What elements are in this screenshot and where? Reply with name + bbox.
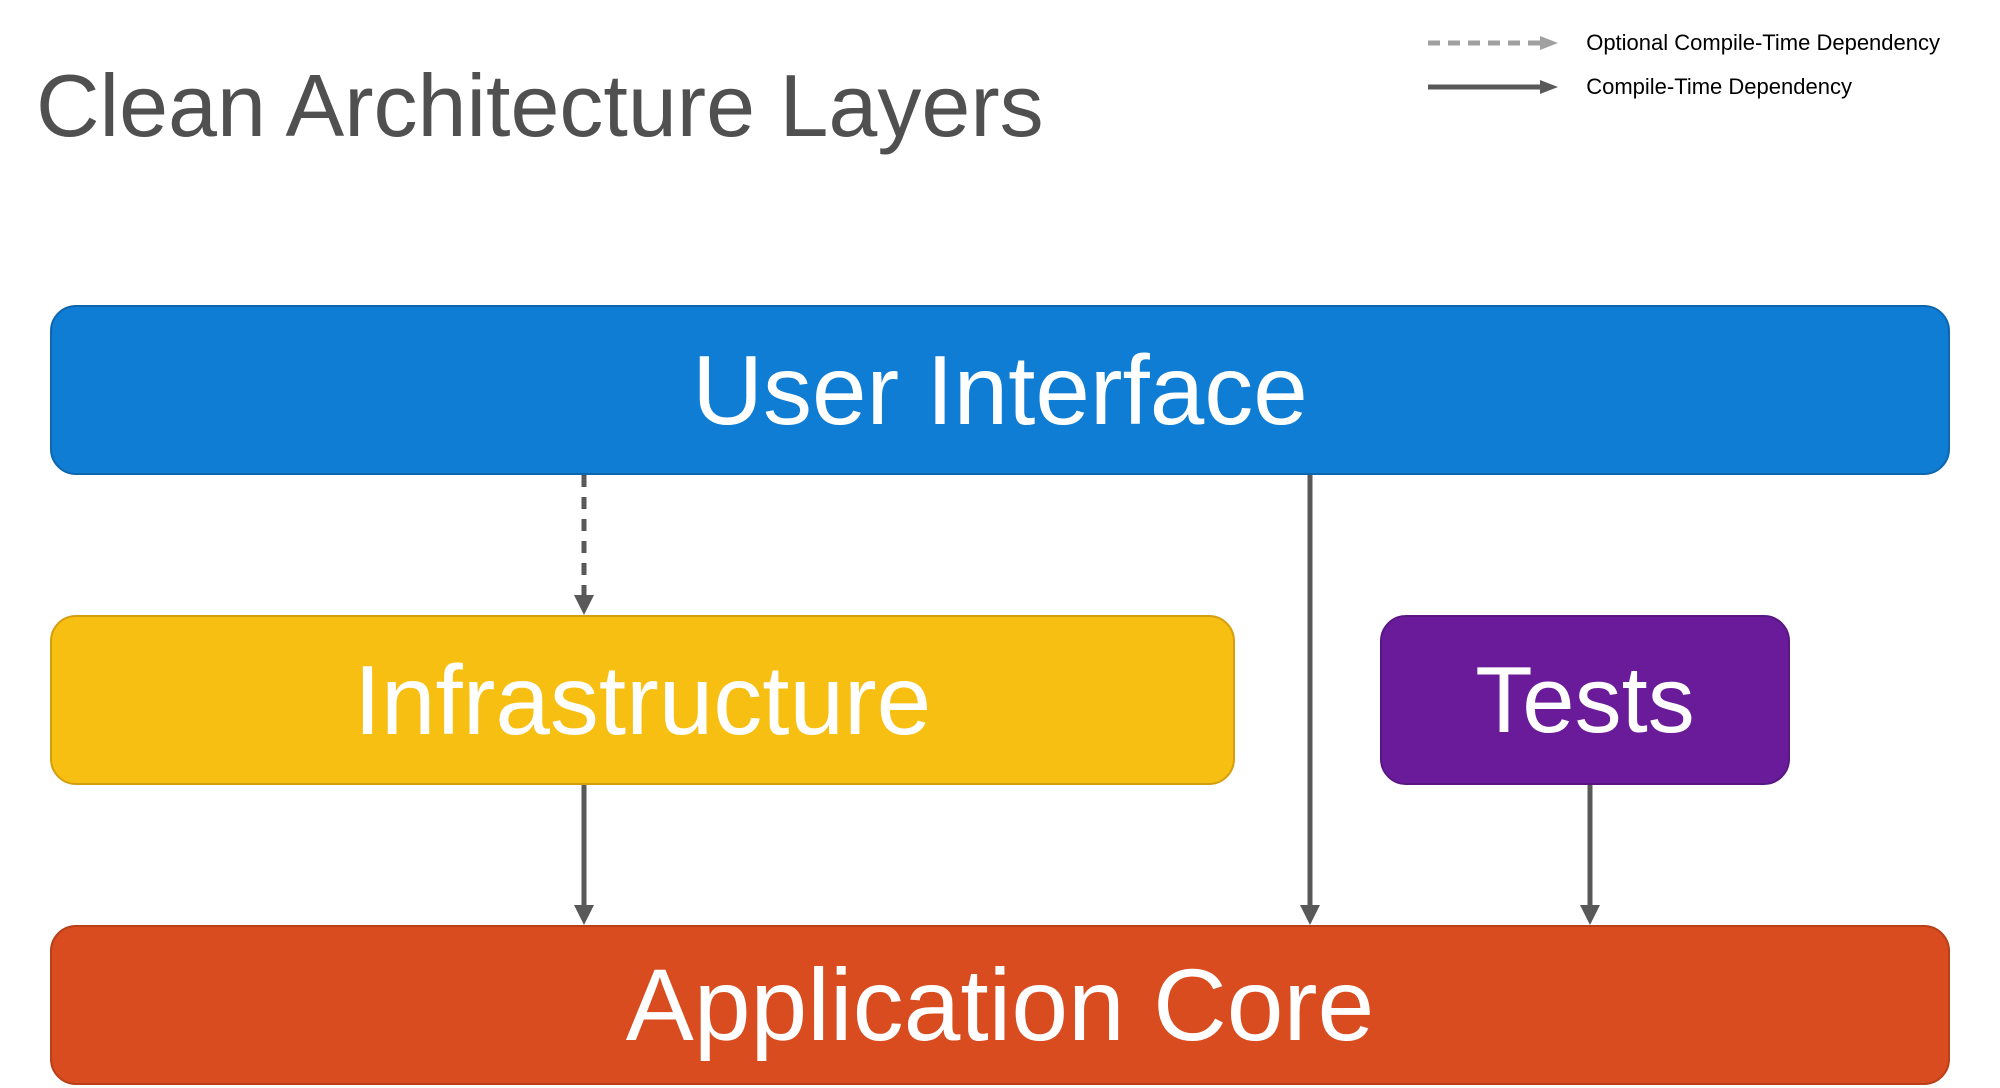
legend-item-optional: Optional Compile-Time Dependency	[1428, 30, 1940, 56]
architecture-diagram: User Interface Infrastructure Tests Appl…	[50, 305, 1950, 1065]
layer-label: Application Core	[626, 947, 1374, 1064]
solid-arrow-icon	[1428, 77, 1558, 97]
legend-item-compile: Compile-Time Dependency	[1428, 74, 1940, 100]
layer-label: Tests	[1475, 646, 1694, 754]
page-title: Clean Architecture Layers	[36, 55, 1044, 157]
layer-application-core: Application Core	[50, 925, 1950, 1085]
layer-infrastructure: Infrastructure	[50, 615, 1235, 785]
layer-label: Infrastructure	[354, 644, 931, 757]
legend-label: Optional Compile-Time Dependency	[1586, 30, 1940, 56]
layer-tests: Tests	[1380, 615, 1790, 785]
dashed-arrow-icon	[1428, 33, 1558, 53]
layer-label: User Interface	[692, 334, 1307, 447]
legend: Optional Compile-Time Dependency Compile…	[1428, 30, 1940, 100]
layer-user-interface: User Interface	[50, 305, 1950, 475]
legend-label: Compile-Time Dependency	[1586, 74, 1852, 100]
